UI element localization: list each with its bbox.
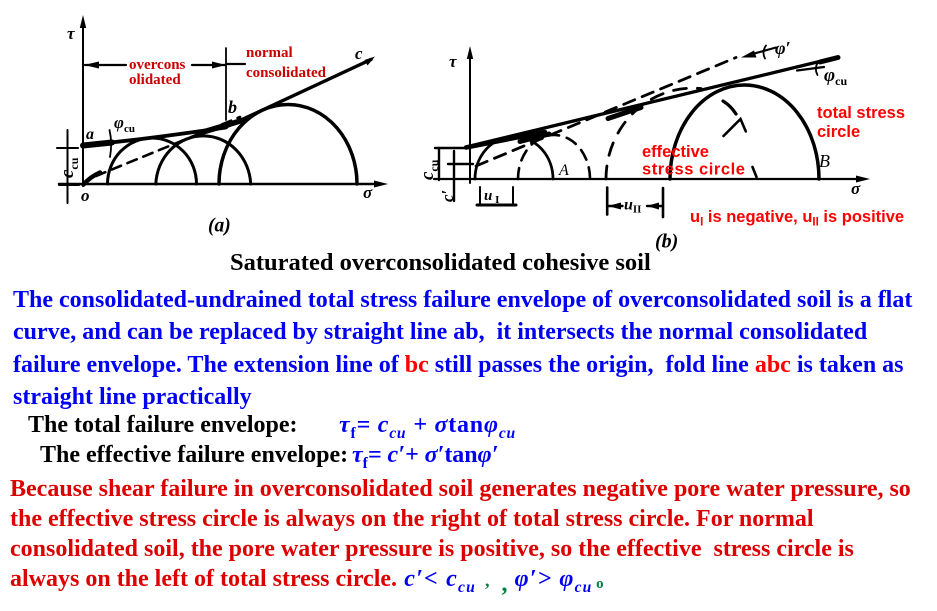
svg-text:B: B [819,151,830,171]
svg-text:τ: τ [67,24,75,43]
svg-text:u I: u I [484,188,499,206]
svg-text:effective: effective [642,143,709,161]
svg-text:σ: σ [363,183,373,202]
svg-text:circle: circle [817,123,860,141]
svg-text:(a): (a) [208,216,231,237]
svg-text:c′: c′ [438,190,457,202]
svg-text:τ: τ [449,52,457,71]
svg-text:φ′: φ′ [775,38,791,58]
svg-text:stress circle: stress circle [642,161,745,179]
svg-text:(b): (b) [655,231,678,253]
svg-text:total stress: total stress [817,104,905,122]
svg-text:φcu: φcu [824,65,847,88]
svg-text:uII: uII [624,197,641,216]
svg-text:b: b [228,97,237,117]
svg-text:overcons: overcons [129,57,186,73]
svg-text:o: o [81,186,90,205]
svg-text:A: A [558,162,569,179]
svg-text:c: c [355,44,363,63]
svg-text:φcu: φcu [114,113,135,135]
svg-text:ccu: ccu [417,159,441,180]
svg-text:a: a [86,126,94,143]
svg-text:consolidated: consolidated [246,65,327,81]
svg-text:ccu: ccu [57,157,81,178]
svg-text:uI is negative, uII is positiv: uI is negative, uII is positive [690,208,904,229]
svg-text:σ: σ [851,179,861,198]
svg-text:normal: normal [246,45,293,61]
svg-text:olidated: olidated [129,72,181,88]
